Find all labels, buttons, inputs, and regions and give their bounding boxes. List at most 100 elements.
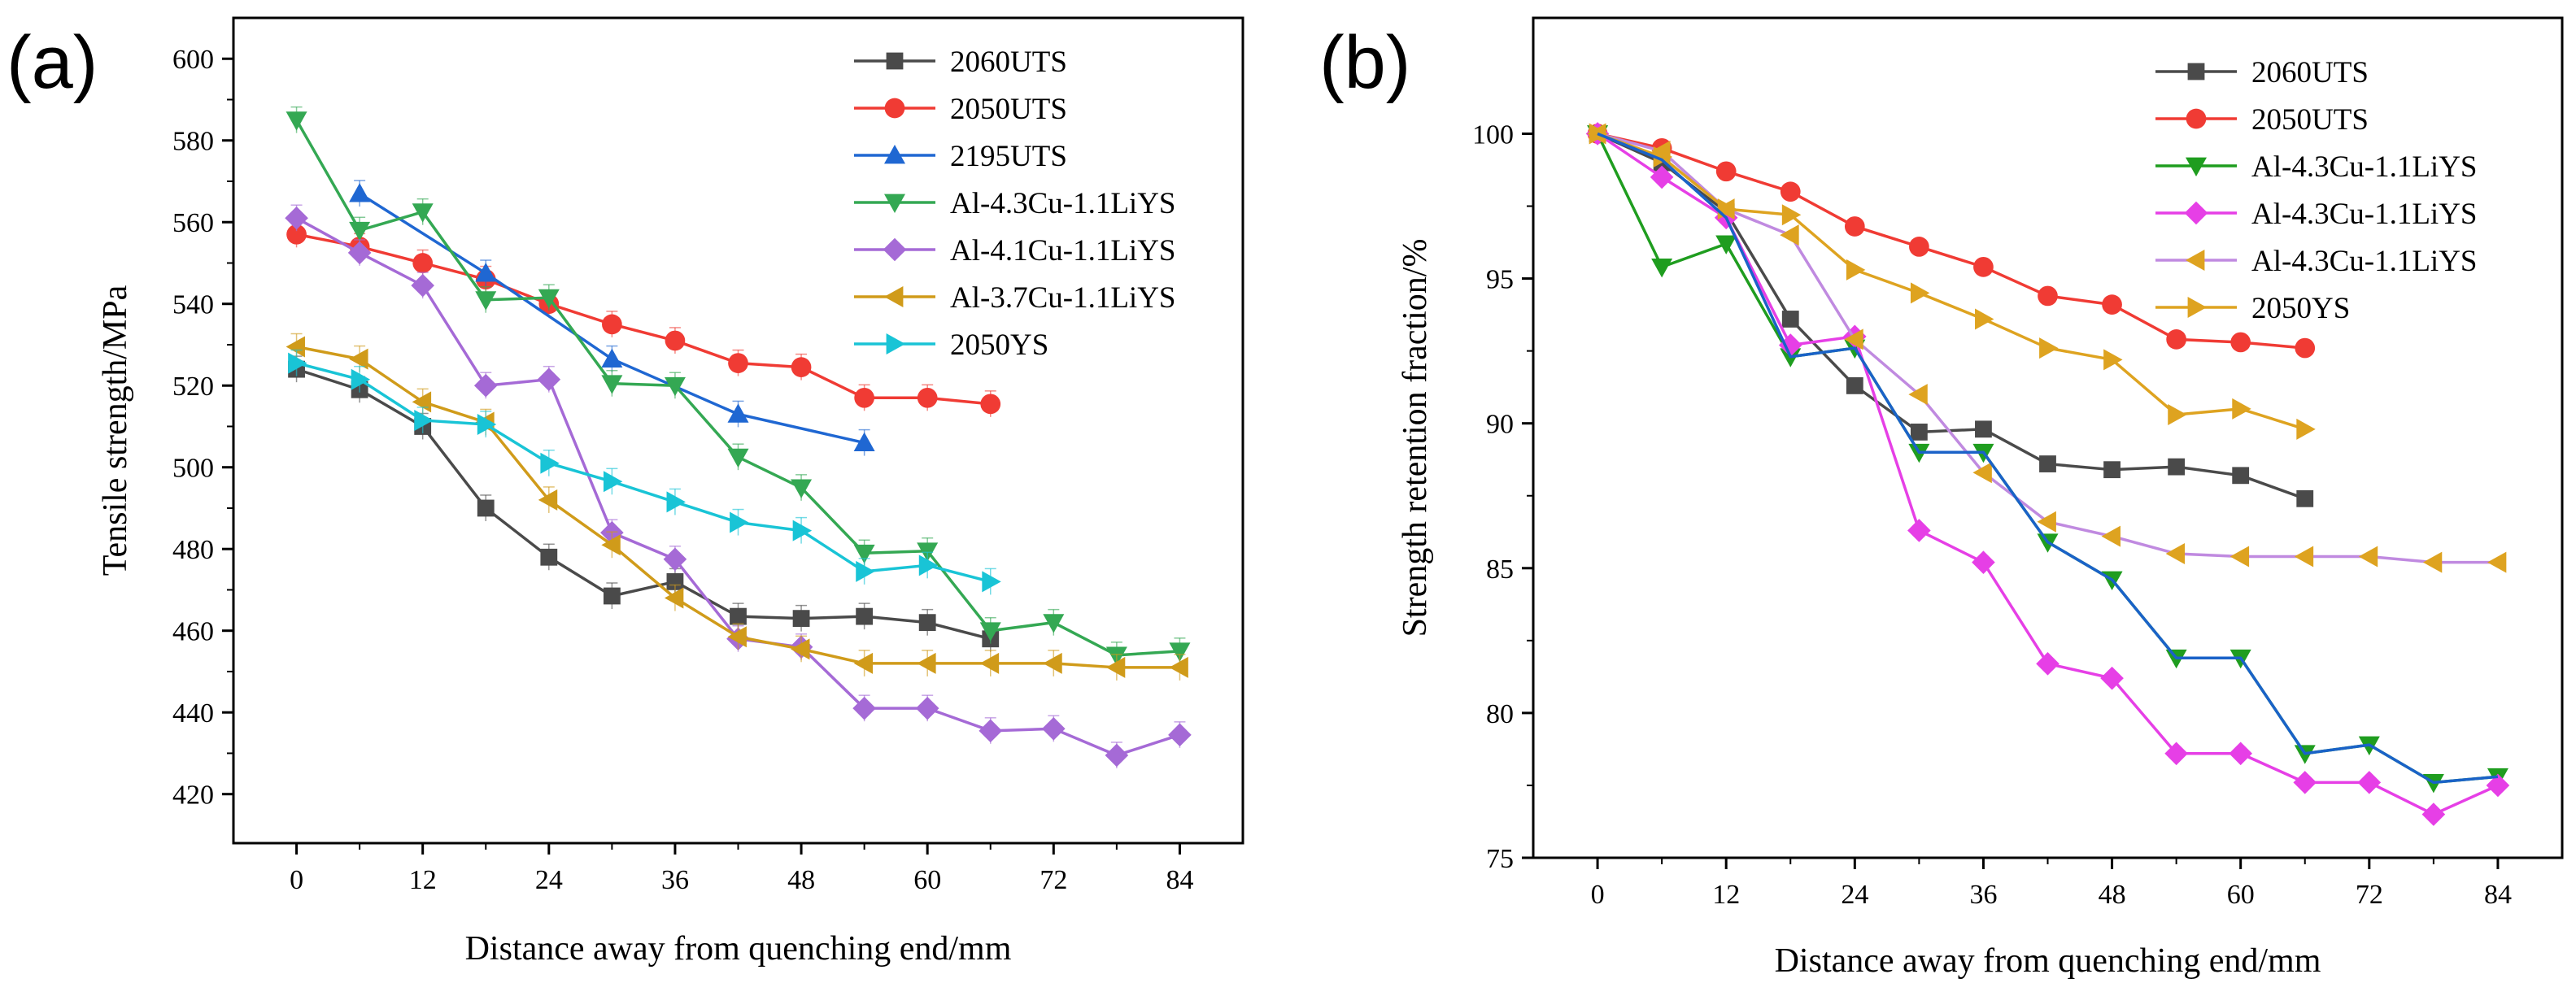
data-point-6-7 bbox=[730, 511, 749, 533]
x-tick-label: 24 bbox=[1841, 880, 1868, 910]
data-point-5-8 bbox=[2103, 349, 2123, 371]
data-point-3-6 bbox=[664, 376, 686, 397]
data-point-0-5 bbox=[603, 587, 621, 605]
data-point-3-13 bbox=[2421, 802, 2446, 826]
y-axis-title: Tensile strength/MPa bbox=[97, 285, 134, 576]
data-point-1-9 bbox=[2166, 329, 2186, 350]
data-point-4-1 bbox=[347, 241, 372, 265]
legend-entry: Al-4.3Cu-1.1LiYS bbox=[950, 187, 1176, 220]
data-point-4-6 bbox=[1972, 462, 1992, 484]
data-point-5-2 bbox=[412, 391, 432, 413]
legend-entry: 2060UTS bbox=[2251, 56, 2369, 89]
data-point-5-4 bbox=[1846, 259, 1866, 281]
y-tick-label: 75 bbox=[1486, 844, 1514, 874]
data-point-1-7 bbox=[2038, 285, 2058, 307]
data-point-1-6 bbox=[665, 330, 686, 351]
legend-marker bbox=[2187, 297, 2207, 318]
data-point-5-9 bbox=[853, 652, 874, 674]
data-point-6-1 bbox=[351, 368, 371, 390]
data-point-3-14 bbox=[1169, 642, 1191, 662]
y-tick-label: 580 bbox=[172, 127, 214, 157]
data-point-3-9 bbox=[853, 544, 875, 564]
data-point-5-1 bbox=[1653, 146, 1673, 167]
data-point-3-12 bbox=[2357, 771, 2382, 794]
data-point-3-6 bbox=[1972, 550, 1995, 574]
data-point-1-10 bbox=[2230, 332, 2251, 353]
data-point-3-3 bbox=[1778, 333, 1802, 357]
data-point-5-1 bbox=[349, 348, 368, 370]
legend-marker bbox=[886, 52, 904, 70]
data-point-5-8 bbox=[791, 638, 810, 660]
data-point-0-7 bbox=[730, 607, 747, 625]
legend-entry: Al-4.3Cu-1.1LiYS bbox=[2251, 150, 2478, 184]
x-tick-label: 72 bbox=[2356, 880, 2383, 910]
legend-entry: 2050UTS bbox=[950, 93, 1067, 126]
data-point-2-3 bbox=[727, 403, 749, 423]
legend-entry: 2050YS bbox=[950, 328, 1048, 362]
data-point-4-4 bbox=[1844, 328, 1863, 350]
y-tick-label: 420 bbox=[172, 781, 214, 811]
data-point-4-6 bbox=[663, 547, 687, 572]
legend-entry: 2195UTS bbox=[950, 140, 1067, 173]
legend-marker bbox=[884, 194, 905, 213]
data-point-5-11 bbox=[979, 652, 1000, 674]
data-point-6-11 bbox=[982, 571, 1001, 593]
data-point-3-12 bbox=[1043, 614, 1065, 633]
data-point-1-5 bbox=[1909, 237, 1929, 257]
panel-label: (a) bbox=[7, 21, 98, 104]
y-tick-label: 540 bbox=[172, 290, 214, 320]
data-point-4-9 bbox=[2165, 542, 2186, 564]
data-point-1-8 bbox=[2102, 294, 2122, 315]
data-point-3-4 bbox=[538, 289, 560, 309]
y-tick-label: 85 bbox=[1486, 555, 1514, 585]
series-line-5 bbox=[1597, 132, 2306, 431]
legend-entry: Al-4.3Cu-1.1LiYS bbox=[2251, 245, 2478, 278]
legend-marker bbox=[2186, 250, 2205, 271]
x-tick-label: 36 bbox=[1969, 880, 1997, 910]
data-point-0-4 bbox=[540, 548, 558, 566]
data-point-4-7 bbox=[2037, 511, 2056, 533]
data-point-6-3 bbox=[477, 413, 497, 435]
panel-label: (b) bbox=[1319, 21, 1410, 104]
y-tick-label: 600 bbox=[172, 45, 214, 75]
data-point-3-14 bbox=[2486, 773, 2510, 798]
legend-marker bbox=[2184, 201, 2208, 225]
data-point-2-1 bbox=[1651, 258, 1673, 278]
data-point-0-5 bbox=[1910, 423, 1928, 441]
y-tick-label: 480 bbox=[172, 535, 214, 565]
y-tick-label: 500 bbox=[172, 454, 214, 484]
x-tick-label: 84 bbox=[2484, 880, 2512, 910]
series-line-1 bbox=[296, 233, 991, 406]
data-point-2-2 bbox=[1715, 235, 1737, 254]
data-point-4-14 bbox=[2487, 551, 2507, 573]
data-point-0-6 bbox=[666, 573, 684, 590]
y-tick-label: 95 bbox=[1486, 265, 1514, 295]
data-point-4-13 bbox=[2422, 551, 2443, 573]
y-tick-label: 440 bbox=[172, 698, 214, 729]
data-point-6-8 bbox=[792, 520, 813, 541]
data-point-4-3 bbox=[1780, 224, 1799, 246]
series-line-0 bbox=[1597, 132, 2306, 500]
data-point-0-9 bbox=[856, 607, 874, 625]
data-point-4-5 bbox=[1908, 384, 1928, 406]
legend-entry: Al-3.7Cu-1.1LiYS bbox=[950, 281, 1176, 315]
data-point-1-10 bbox=[917, 387, 938, 408]
legend-marker bbox=[884, 98, 905, 119]
panel-a: (a) 0 12 24 36 48 60 72 84 420 440 460 480 500 520 540 5… bbox=[7, 16, 1244, 968]
data-point-3-8 bbox=[2100, 666, 2124, 690]
data-point-3-7 bbox=[727, 448, 749, 468]
data-point-4-12 bbox=[2358, 546, 2378, 568]
x-tick-label: 48 bbox=[2099, 880, 2126, 910]
data-point-0-9 bbox=[2168, 458, 2186, 476]
data-point-6-4 bbox=[540, 452, 560, 474]
x-tick-label: 72 bbox=[1040, 865, 1067, 895]
series-line-6 bbox=[1597, 132, 2499, 785]
y-tick-label: 100 bbox=[1472, 120, 1514, 150]
data-point-1-3 bbox=[1780, 181, 1801, 202]
data-point-4-9 bbox=[852, 696, 876, 720]
data-point-1-0 bbox=[286, 224, 307, 245]
data-point-5-13 bbox=[1105, 656, 1126, 678]
legend-marker bbox=[2187, 63, 2205, 80]
legend-entry: 2050UTS bbox=[2251, 103, 2369, 137]
